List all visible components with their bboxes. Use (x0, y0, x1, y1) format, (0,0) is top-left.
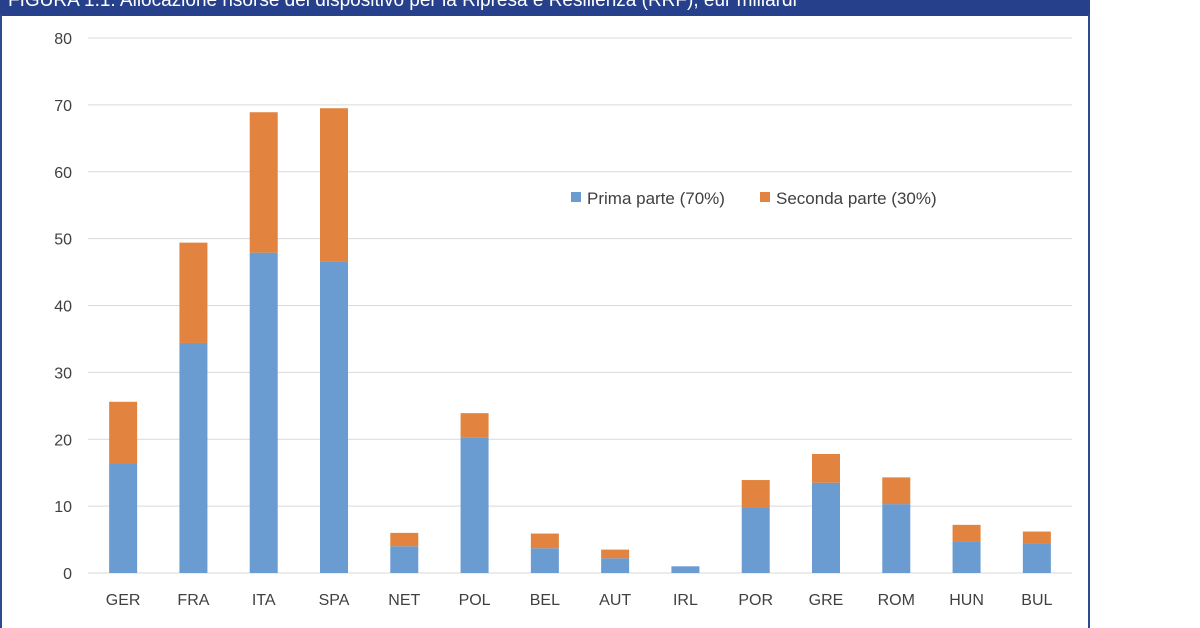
bar-segment-ita-seconda (249, 112, 278, 253)
bar-segment-rom-prima (882, 504, 911, 573)
legend-label: Seconda parte (30%) (776, 189, 937, 208)
bar-segment-spa-prima (320, 261, 348, 573)
figure-title: FIGURA 1.1: Allocazione risorse del disp… (8, 0, 797, 11)
bar-segment-pol-prima (460, 437, 489, 573)
bar-segment-aut-seconda (601, 549, 630, 559)
bar-segment-fra-prima (179, 342, 208, 573)
bar-segment-bul-prima (1022, 543, 1051, 573)
x-tick-label: IRL (673, 592, 698, 609)
x-tick-label: BUL (1021, 592, 1052, 609)
x-tick-label: FRA (177, 592, 209, 609)
bar-segment-por-prima (741, 507, 770, 573)
x-tick-label: AUT (599, 592, 631, 609)
x-tick-label: GER (106, 592, 141, 609)
gridlines (88, 37, 1072, 574)
x-tick-label: SPA (319, 592, 350, 609)
legend-swatch (571, 192, 581, 202)
bar-segment-ita-prima (249, 252, 278, 573)
x-tick-label: ITA (252, 592, 276, 609)
legend: Prima parte (70%) Seconda parte (30%) (571, 189, 937, 208)
figure-right-border (1088, 14, 1090, 628)
figure-left-border (0, 14, 2, 628)
y-tick-label: 10 (54, 499, 72, 516)
y-tick-label: 30 (54, 365, 72, 382)
bar-segment-net-prima (390, 546, 419, 573)
bar-segment-ger-seconda (109, 401, 138, 464)
bar-segment-por-seconda (741, 480, 770, 508)
bar-segment-net-seconda (390, 532, 419, 547)
bar-segment-rom-seconda (882, 477, 911, 505)
x-tick-label: ROM (878, 592, 915, 609)
bar-segment-irl-prima (671, 566, 700, 573)
y-axis-tick-labels: 0 10 20 30 40 50 60 70 80 (54, 31, 72, 583)
bar-segment-hun-seconda (952, 524, 981, 542)
bar-segment-gre-seconda (812, 453, 840, 483)
y-tick-label: 60 (54, 165, 72, 182)
y-tick-label: 80 (54, 31, 72, 48)
x-tick-label: POL (459, 592, 491, 609)
bar-segment-hun-prima (952, 541, 981, 573)
y-tick-label: 70 (54, 98, 72, 115)
figure-title-bar: FIGURA 1.1: Allocazione risorse del disp… (0, 0, 1090, 16)
legend-label: Prima parte (70%) (587, 189, 725, 208)
bar-segment-gre-prima (812, 482, 840, 573)
bar-segment-spa-seconda (320, 108, 348, 262)
x-tick-label: BEL (530, 592, 560, 609)
bar-segment-bul-seconda (1022, 531, 1051, 544)
bars (109, 108, 1051, 573)
x-tick-label: GRE (809, 592, 844, 609)
bar-segment-bel-seconda (530, 533, 559, 549)
x-axis-tick-labels: GER FRA ITA SPA NET POL BEL AUT IRL POR GRE ROM HUN B… (106, 592, 1053, 609)
y-tick-label: 50 (54, 232, 72, 249)
x-tick-label: HUN (949, 592, 984, 609)
bar-segment-aut-prima (601, 558, 630, 573)
legend-swatch (760, 192, 770, 202)
y-tick-label: 0 (63, 566, 72, 583)
bar-segment-pol-seconda (460, 413, 489, 438)
y-tick-label: 40 (54, 299, 72, 316)
bar-segment-bel-prima (530, 548, 559, 573)
y-tick-label: 20 (54, 432, 72, 449)
bar-segment-fra-seconda (179, 242, 208, 343)
x-tick-label: POR (738, 592, 773, 609)
x-tick-label: NET (388, 592, 420, 609)
bar-segment-ger-prima (109, 463, 138, 573)
